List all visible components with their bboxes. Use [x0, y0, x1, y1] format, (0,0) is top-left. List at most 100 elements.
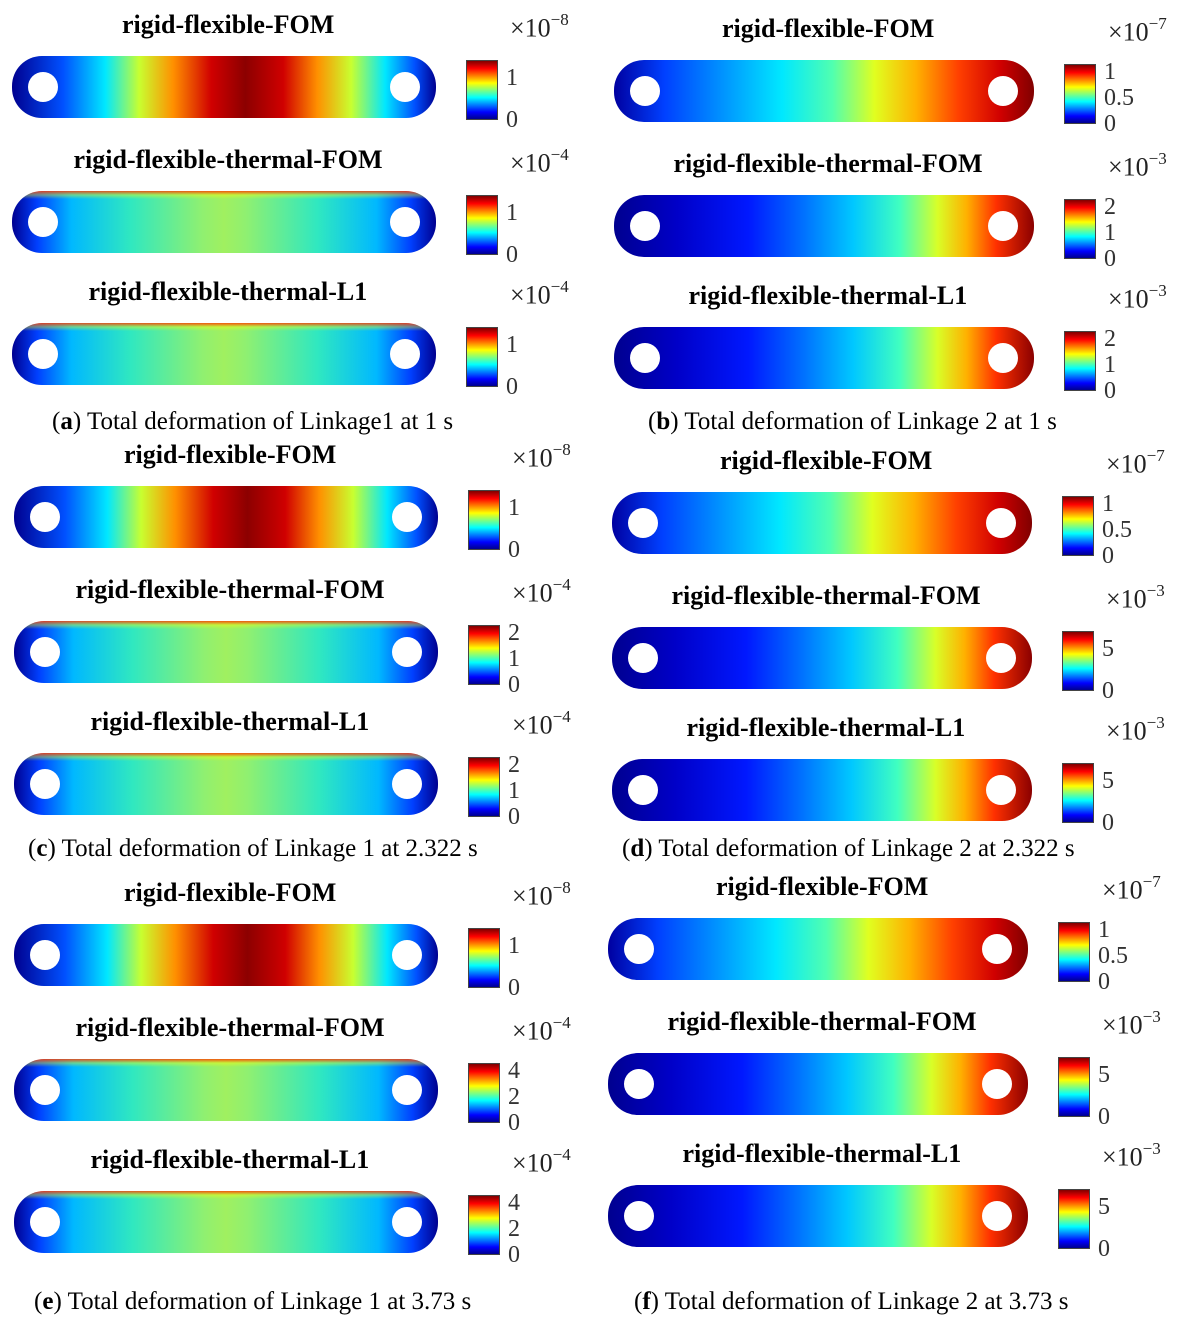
linkage-contour-1	[608, 918, 1028, 980]
colorbar-tick-label: 0	[506, 107, 518, 133]
multiplier-exponent: −8	[552, 878, 571, 897]
linkage-pin-hole-right	[982, 1201, 1012, 1231]
linkage-contour-2	[608, 1053, 1028, 1115]
colorbar-tick-label: 1	[506, 200, 518, 226]
multiplier-exponent: −7	[1146, 446, 1165, 465]
colorbar	[1064, 64, 1096, 124]
colorbar	[466, 327, 498, 387]
caption-text: Total deformation of Linkage 1 at 3.73 s	[67, 1288, 472, 1315]
plot-title: rigid-flexible-FOM	[124, 440, 337, 469]
colorbar-tick-label: 0	[1098, 1236, 1110, 1262]
multiplier-base: ×10	[1106, 716, 1147, 746]
colorbar-tick-label: 0	[1098, 1104, 1110, 1130]
colorbar-tick-label: 5	[1102, 636, 1114, 662]
colorbar-tick-label: 0	[1102, 678, 1114, 704]
colorbar	[1062, 496, 1094, 556]
linkage-contour-1	[14, 486, 438, 548]
plot-title: rigid-flexible-thermal-L1	[88, 277, 368, 306]
caption-text: Total deformation of Linkage 2 at 3.73 s	[664, 1288, 1069, 1315]
caption-letter: d	[630, 835, 645, 862]
colorbar-tick-label: 0	[506, 242, 518, 268]
colorbar-multiplier: ×10−3	[1106, 581, 1165, 615]
colorbar-tick-label: 4	[508, 1190, 520, 1216]
linkage-pin-hole-right	[392, 1207, 422, 1237]
multiplier-base: ×10	[512, 578, 553, 608]
linkage-pin-hole-right	[988, 211, 1018, 241]
colorbar	[466, 60, 498, 120]
colorbar-tick-label: 2	[1104, 194, 1116, 220]
colorbar-multiplier: ×10−3	[1106, 713, 1165, 747]
colorbar-multiplier: ×10−7	[1102, 872, 1161, 906]
multiplier-exponent: −4	[550, 277, 569, 296]
colorbar-tick-label: 2	[508, 1216, 520, 1242]
colorbar-multiplier: ×10−3	[1102, 1007, 1161, 1041]
linkage-pin-hole-right	[988, 76, 1018, 106]
colorbar-tick-label: 2	[508, 1084, 520, 1110]
colorbar-multiplier: ×10−4	[512, 575, 571, 609]
multiplier-exponent: −8	[550, 10, 569, 29]
linkage-pin-hole-left	[630, 211, 660, 241]
caption-text: Total deformation of Linkage 1 at 2.322 …	[61, 835, 478, 862]
linkage-pin-hole-left	[628, 775, 658, 805]
caption-letter: c	[36, 835, 48, 862]
panel-caption-e: (e) Total deformation of Linkage 1 at 3.…	[34, 1288, 472, 1315]
colorbar	[468, 1063, 500, 1123]
colorbar-tick-label: 0	[1098, 969, 1110, 995]
colorbar	[1064, 199, 1096, 259]
colorbar-tick-label: 5	[1102, 768, 1114, 794]
colorbar	[466, 195, 498, 255]
multiplier-base: ×10	[510, 280, 551, 310]
plot-title: rigid-flexible-FOM	[720, 446, 933, 475]
plot-title: rigid-flexible-thermal-FOM	[667, 1007, 977, 1036]
linkage-pin-hole-left	[30, 1075, 60, 1105]
linkage-pin-hole-right	[982, 934, 1012, 964]
colorbar-multiplier: ×10−4	[510, 145, 569, 179]
plot-title: rigid-flexible-thermal-FOM	[75, 1013, 385, 1042]
colorbar-tick-label: 0	[1104, 111, 1116, 137]
colorbar	[1062, 763, 1094, 823]
multiplier-base: ×10	[1102, 875, 1143, 905]
linkage-pin-hole-right	[392, 940, 422, 970]
colorbar-tick-label: 2	[508, 752, 520, 778]
multiplier-exponent: −7	[1142, 872, 1161, 891]
multiplier-base: ×10	[1108, 17, 1149, 47]
linkage-pin-hole-left	[630, 76, 660, 106]
linkage-contour-1	[14, 924, 438, 986]
plot-title: rigid-flexible-thermal-L1	[90, 707, 370, 736]
colorbar-tick-label: 1	[506, 65, 518, 91]
multiplier-exponent: −3	[1148, 149, 1167, 168]
colorbar-tick-label: 0	[1104, 246, 1116, 272]
multiplier-base: ×10	[512, 443, 553, 473]
colorbar-tick-label: 1	[508, 495, 520, 521]
linkage-pin-hole-left	[624, 1069, 654, 1099]
linkage-pin-hole-right	[392, 637, 422, 667]
colorbar-multiplier: ×10−7	[1106, 446, 1165, 480]
linkage-contour-2	[614, 195, 1034, 257]
colorbar	[468, 1195, 500, 1255]
plot-title: rigid-flexible-thermal-FOM	[73, 145, 383, 174]
linkage-contour-3	[14, 1191, 438, 1253]
linkage-pin-hole-right	[986, 775, 1016, 805]
linkage-pin-hole-left	[28, 339, 58, 369]
multiplier-exponent: −3	[1146, 713, 1165, 732]
linkage-pin-hole-right	[988, 343, 1018, 373]
colorbar	[468, 757, 500, 817]
linkage-pin-hole-left	[624, 934, 654, 964]
multiplier-exponent: −7	[1148, 14, 1167, 33]
colorbar-multiplier: ×10−3	[1108, 281, 1167, 315]
colorbar	[1058, 1189, 1090, 1249]
multiplier-base: ×10	[512, 1016, 553, 1046]
linkage-pin-hole-left	[30, 502, 60, 532]
caption-text: Total deformation of Linkage1 at 1 s	[86, 408, 454, 435]
colorbar-tick-label: 0	[1104, 378, 1116, 404]
colorbar-multiplier: ×10−3	[1102, 1139, 1161, 1173]
colorbar-multiplier: ×10−8	[512, 878, 571, 912]
linkage-pin-hole-left	[630, 343, 660, 373]
colorbar-tick-label: 0.5	[1104, 85, 1134, 111]
multiplier-exponent: −4	[552, 1013, 571, 1032]
colorbar	[1058, 922, 1090, 982]
linkage-pin-hole-right	[982, 1069, 1012, 1099]
linkage-contour-1	[12, 56, 436, 118]
linkage-pin-hole-left	[30, 940, 60, 970]
colorbar-tick-label: 2	[508, 620, 520, 646]
